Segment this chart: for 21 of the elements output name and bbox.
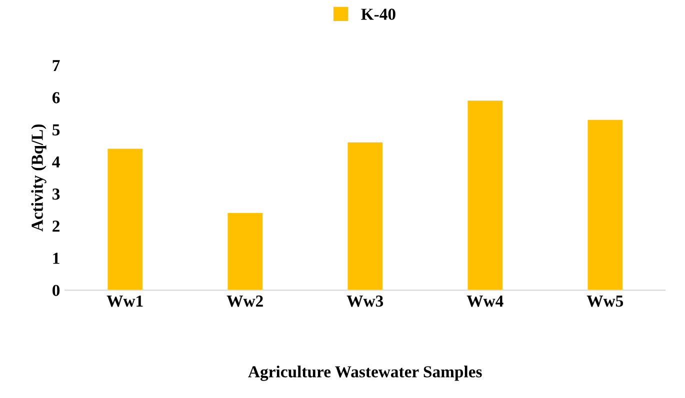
x-tick-label: Ww4: [466, 296, 504, 307]
x-axis-title: Agriculture Wastewater Samples: [248, 366, 482, 381]
y-tick-label: 6: [52, 92, 60, 104]
x-tick-label: Ww5: [586, 296, 624, 307]
bar: [468, 100, 503, 290]
x-tick-label: Ww3: [346, 296, 384, 307]
x-tick-label: Ww2: [226, 296, 263, 307]
y-axis-title: Activity (Bq/L): [31, 124, 46, 232]
y-tick-label: 4: [52, 156, 60, 168]
bar: [108, 148, 142, 290]
y-tick-label: 7: [52, 60, 60, 72]
legend-label: K-40: [361, 8, 396, 20]
y-tick-label: 2: [52, 220, 60, 232]
bar: [228, 213, 262, 290]
bar: [348, 142, 383, 290]
bar: [588, 120, 623, 290]
y-tick-label: 3: [52, 188, 60, 200]
y-tick-label: 0: [52, 284, 60, 296]
x-tick-label: Ww1: [106, 296, 143, 307]
y-tick-label: 1: [53, 252, 60, 264]
y-tick-label: 5: [52, 124, 60, 136]
